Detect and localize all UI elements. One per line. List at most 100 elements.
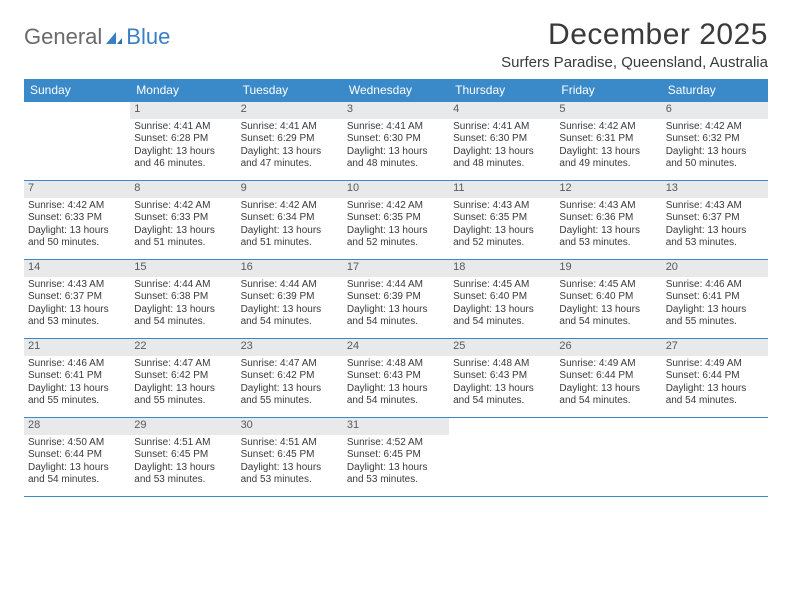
daylight2-text: and 52 minutes. <box>453 237 551 250</box>
day-cell <box>555 418 661 496</box>
day-cell <box>662 418 768 496</box>
day-number: 3 <box>343 102 449 119</box>
day-cell: 26Sunrise: 4:49 AMSunset: 6:44 PMDayligh… <box>555 339 661 417</box>
sunset-text: Sunset: 6:42 PM <box>241 370 339 383</box>
sunset-text: Sunset: 6:30 PM <box>347 133 445 146</box>
daylight1-text: Daylight: 13 hours <box>28 304 126 317</box>
sunrise-text: Sunrise: 4:45 AM <box>559 279 657 292</box>
daylight1-text: Daylight: 13 hours <box>241 462 339 475</box>
daylight1-text: Daylight: 13 hours <box>559 304 657 317</box>
day-number: 15 <box>130 260 236 277</box>
sunset-text: Sunset: 6:45 PM <box>347 449 445 462</box>
daylight1-text: Daylight: 13 hours <box>347 146 445 159</box>
daylight2-text: and 54 minutes. <box>666 395 764 408</box>
day-cell: 15Sunrise: 4:44 AMSunset: 6:38 PMDayligh… <box>130 260 236 338</box>
day-cell: 11Sunrise: 4:43 AMSunset: 6:35 PMDayligh… <box>449 181 555 259</box>
sunset-text: Sunset: 6:40 PM <box>559 291 657 304</box>
day-number: 20 <box>662 260 768 277</box>
daylight1-text: Daylight: 13 hours <box>241 146 339 159</box>
sunrise-text: Sunrise: 4:42 AM <box>134 200 232 213</box>
day-cell: 3Sunrise: 4:41 AMSunset: 6:30 PMDaylight… <box>343 102 449 180</box>
daylight2-text: and 54 minutes. <box>347 316 445 329</box>
sunrise-text: Sunrise: 4:43 AM <box>559 200 657 213</box>
sunset-text: Sunset: 6:45 PM <box>134 449 232 462</box>
day-cell: 5Sunrise: 4:42 AMSunset: 6:31 PMDaylight… <box>555 102 661 180</box>
sunrise-text: Sunrise: 4:41 AM <box>453 121 551 134</box>
sunrise-text: Sunrise: 4:48 AM <box>347 358 445 371</box>
daylight1-text: Daylight: 13 hours <box>559 225 657 238</box>
daylight2-text: and 49 minutes. <box>559 158 657 171</box>
sunset-text: Sunset: 6:36 PM <box>559 212 657 225</box>
daylight1-text: Daylight: 13 hours <box>559 383 657 396</box>
day-cell: 9Sunrise: 4:42 AMSunset: 6:34 PMDaylight… <box>237 181 343 259</box>
week-row: 7Sunrise: 4:42 AMSunset: 6:33 PMDaylight… <box>24 181 768 260</box>
day-header: Monday <box>130 79 236 102</box>
sunset-text: Sunset: 6:45 PM <box>241 449 339 462</box>
day-cell: 13Sunrise: 4:43 AMSunset: 6:37 PMDayligh… <box>662 181 768 259</box>
day-number: 26 <box>555 339 661 356</box>
day-header: Wednesday <box>343 79 449 102</box>
sunset-text: Sunset: 6:34 PM <box>241 212 339 225</box>
day-number: 12 <box>555 181 661 198</box>
daylight2-text: and 53 minutes. <box>28 316 126 329</box>
day-cell: 31Sunrise: 4:52 AMSunset: 6:45 PMDayligh… <box>343 418 449 496</box>
sunrise-text: Sunrise: 4:51 AM <box>134 437 232 450</box>
daylight2-text: and 51 minutes. <box>134 237 232 250</box>
daylight2-text: and 53 minutes. <box>559 237 657 250</box>
daylight2-text: and 55 minutes. <box>241 395 339 408</box>
sunset-text: Sunset: 6:33 PM <box>134 212 232 225</box>
sunset-text: Sunset: 6:44 PM <box>666 370 764 383</box>
day-cell: 29Sunrise: 4:51 AMSunset: 6:45 PMDayligh… <box>130 418 236 496</box>
day-number: 18 <box>449 260 555 277</box>
day-cell: 20Sunrise: 4:46 AMSunset: 6:41 PMDayligh… <box>662 260 768 338</box>
sunset-text: Sunset: 6:30 PM <box>453 133 551 146</box>
sunrise-text: Sunrise: 4:47 AM <box>241 358 339 371</box>
day-number: 17 <box>343 260 449 277</box>
sunrise-text: Sunrise: 4:43 AM <box>666 200 764 213</box>
day-header: Saturday <box>662 79 768 102</box>
sunset-text: Sunset: 6:41 PM <box>666 291 764 304</box>
week-row: 28Sunrise: 4:50 AMSunset: 6:44 PMDayligh… <box>24 418 768 497</box>
day-header-row: Sunday Monday Tuesday Wednesday Thursday… <box>24 79 768 102</box>
daylight1-text: Daylight: 13 hours <box>241 383 339 396</box>
sunset-text: Sunset: 6:32 PM <box>666 133 764 146</box>
daylight2-text: and 54 minutes. <box>134 316 232 329</box>
daylight1-text: Daylight: 13 hours <box>28 462 126 475</box>
sunrise-text: Sunrise: 4:49 AM <box>666 358 764 371</box>
day-number: 6 <box>662 102 768 119</box>
day-number: 7 <box>24 181 130 198</box>
daylight2-text: and 53 minutes. <box>134 474 232 487</box>
day-number: 1 <box>130 102 236 119</box>
daylight2-text: and 55 minutes. <box>134 395 232 408</box>
daylight1-text: Daylight: 13 hours <box>453 304 551 317</box>
day-cell <box>24 102 130 180</box>
daylight2-text: and 48 minutes. <box>453 158 551 171</box>
sunset-text: Sunset: 6:33 PM <box>28 212 126 225</box>
sunrise-text: Sunrise: 4:46 AM <box>28 358 126 371</box>
logo-sail-icon <box>104 30 124 46</box>
daylight2-text: and 51 minutes. <box>241 237 339 250</box>
day-cell: 24Sunrise: 4:48 AMSunset: 6:43 PMDayligh… <box>343 339 449 417</box>
sunrise-text: Sunrise: 4:48 AM <box>453 358 551 371</box>
daylight2-text: and 55 minutes. <box>28 395 126 408</box>
daylight1-text: Daylight: 13 hours <box>134 146 232 159</box>
day-cell: 23Sunrise: 4:47 AMSunset: 6:42 PMDayligh… <box>237 339 343 417</box>
sunrise-text: Sunrise: 4:42 AM <box>347 200 445 213</box>
daylight2-text: and 48 minutes. <box>347 158 445 171</box>
brand-logo: General Blue <box>24 24 170 50</box>
daylight2-text: and 54 minutes. <box>28 474 126 487</box>
sunrise-text: Sunrise: 4:45 AM <box>453 279 551 292</box>
day-header: Sunday <box>24 79 130 102</box>
sunrise-text: Sunrise: 4:44 AM <box>134 279 232 292</box>
daylight2-text: and 54 minutes. <box>347 395 445 408</box>
daylight1-text: Daylight: 13 hours <box>666 304 764 317</box>
day-number: 14 <box>24 260 130 277</box>
daylight2-text: and 52 minutes. <box>347 237 445 250</box>
sunrise-text: Sunrise: 4:44 AM <box>347 279 445 292</box>
day-header: Thursday <box>449 79 555 102</box>
day-cell: 10Sunrise: 4:42 AMSunset: 6:35 PMDayligh… <box>343 181 449 259</box>
sunrise-text: Sunrise: 4:50 AM <box>28 437 126 450</box>
daylight2-text: and 54 minutes. <box>559 395 657 408</box>
day-header: Friday <box>555 79 661 102</box>
calendar-page: General Blue December 2025 Surfers Parad… <box>0 0 792 507</box>
